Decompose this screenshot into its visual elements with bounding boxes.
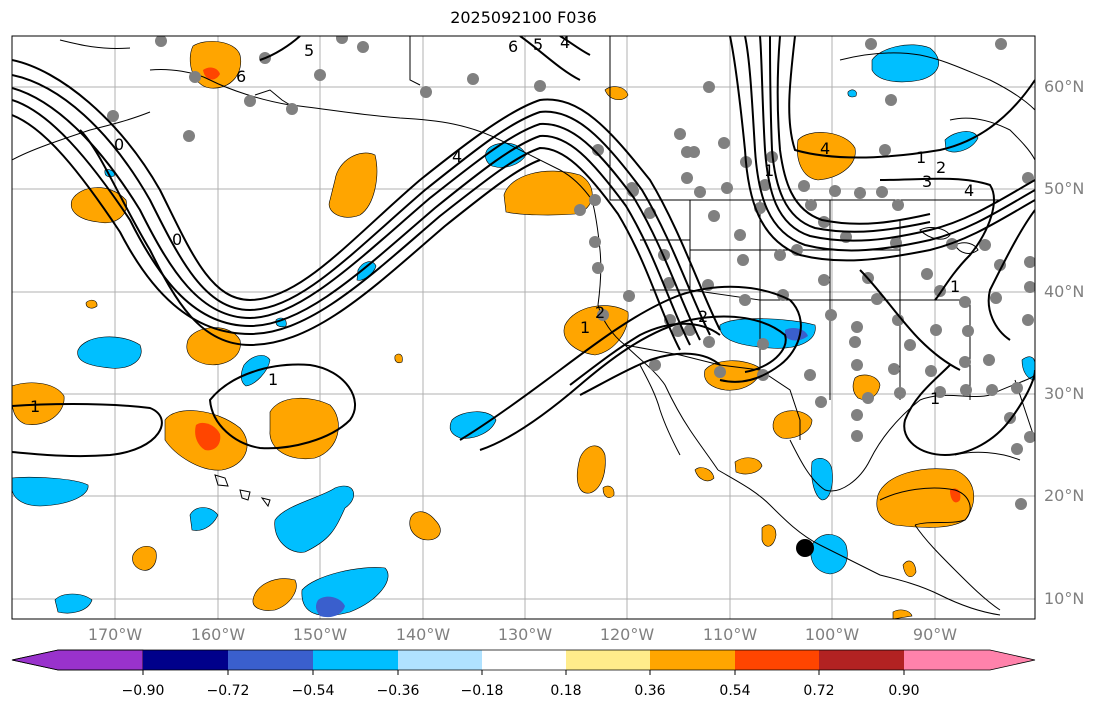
lon-label: 150°W bbox=[292, 625, 348, 644]
contour-label: 4 bbox=[452, 147, 462, 166]
contour-label: 6 bbox=[508, 37, 518, 56]
contour-label: 4 bbox=[820, 139, 830, 158]
colorbar-tick-label: −0.72 bbox=[206, 683, 250, 699]
positive-anomaly-areas bbox=[12, 41, 974, 619]
contour-label: 2 bbox=[936, 158, 946, 177]
colorbar-segment bbox=[735, 650, 819, 670]
lon-label: 120°W bbox=[599, 625, 655, 644]
contour-label: 2 bbox=[698, 307, 708, 326]
contour-label: 1 bbox=[930, 389, 940, 408]
map-frame bbox=[11, 35, 1036, 620]
lat-label: 20°N bbox=[1044, 486, 1085, 505]
contour-label: 1 bbox=[916, 148, 926, 167]
strong-negative-anomaly-areas bbox=[315, 328, 808, 618]
lat-label: 50°N bbox=[1044, 179, 1085, 198]
contour-label: 0 bbox=[172, 230, 182, 249]
map-title: 2025092100 F036 bbox=[450, 8, 597, 27]
colorbar-segment bbox=[482, 650, 566, 670]
coastlines bbox=[12, 36, 1035, 616]
colorbar-segment bbox=[650, 650, 735, 670]
lat-label: 40°N bbox=[1044, 282, 1085, 301]
contour-label: 0 bbox=[114, 135, 124, 154]
colorbar-segment bbox=[904, 650, 1035, 670]
colorbar-tick-label: −0.18 bbox=[460, 683, 504, 699]
lon-label: 160°W bbox=[190, 625, 246, 644]
lon-label: 90°W bbox=[912, 625, 958, 644]
lat-label: 60°N bbox=[1044, 77, 1085, 96]
strong-positive-anomaly-areas bbox=[195, 67, 961, 503]
lon-label: 100°W bbox=[804, 625, 860, 644]
contour-label: 5 bbox=[533, 35, 543, 54]
colorbar-segment bbox=[11, 649, 144, 671]
colorbar-tick-label: 0.18 bbox=[550, 683, 582, 699]
contour-label: 1 bbox=[950, 277, 960, 296]
contour-label: 2 bbox=[595, 303, 605, 322]
colorbar-tick-label: −0.90 bbox=[121, 683, 165, 699]
storm-center-marker bbox=[796, 539, 814, 557]
colorbar-segment bbox=[398, 650, 482, 670]
lon-label: 170°W bbox=[87, 625, 143, 644]
lon-label: 140°W bbox=[395, 625, 451, 644]
contour-label: 3 bbox=[922, 172, 932, 191]
colorbar-tick-label: 0.54 bbox=[719, 683, 751, 699]
colorbar bbox=[11, 649, 1036, 675]
contour-label: 6 bbox=[236, 67, 246, 86]
contour-label: 5 bbox=[304, 41, 314, 60]
contour-lines bbox=[12, 36, 1035, 458]
lat-label: 10°N bbox=[1044, 589, 1085, 608]
contour-label: 1 bbox=[30, 397, 40, 416]
colorbar-segment bbox=[313, 650, 398, 670]
colorbar-segment bbox=[143, 650, 228, 670]
lat-label: 30°N bbox=[1044, 384, 1085, 403]
colorbar-tick-label: 0.72 bbox=[803, 683, 835, 699]
contour-label: 1 bbox=[268, 370, 278, 389]
colorbar-segment bbox=[819, 650, 904, 670]
lon-label: 130°W bbox=[497, 625, 553, 644]
colorbar-tick-label: 0.90 bbox=[888, 683, 920, 699]
colorbar-tick-label: 0.36 bbox=[634, 683, 666, 699]
lon-label: 110°W bbox=[702, 625, 758, 644]
colorbar-segment bbox=[566, 650, 650, 670]
contour-label: 4 bbox=[560, 33, 570, 52]
colorbar-tick-label: −0.36 bbox=[376, 683, 420, 699]
contour-label: 1 bbox=[764, 161, 774, 180]
contour-label: 1 bbox=[580, 318, 590, 337]
graticule bbox=[12, 36, 1035, 619]
contour-labels: 5 6 6 5 4 0 4 4 0 1 1 2 3 4 1 2 1 1 1 1 … bbox=[30, 33, 974, 416]
colorbar-segment bbox=[228, 650, 313, 670]
contour-label: 4 bbox=[964, 181, 974, 200]
colorbar-tick-label: −0.54 bbox=[291, 683, 335, 699]
